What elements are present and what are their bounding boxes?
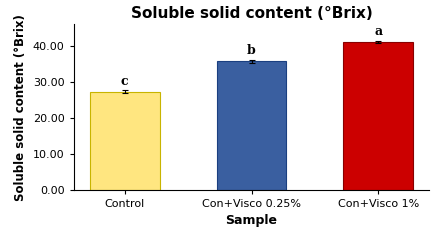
Text: b: b [247,44,255,57]
Text: a: a [374,25,381,38]
X-axis label: Sample: Sample [225,214,277,227]
Y-axis label: Soluble solid content (°Brix): Soluble solid content (°Brix) [14,14,27,201]
Bar [89,92,159,190]
Bar [343,42,412,190]
Text: c: c [121,75,128,88]
Title: Soluble solid content (°Brix): Soluble solid content (°Brix) [130,6,372,21]
Bar [216,61,286,190]
